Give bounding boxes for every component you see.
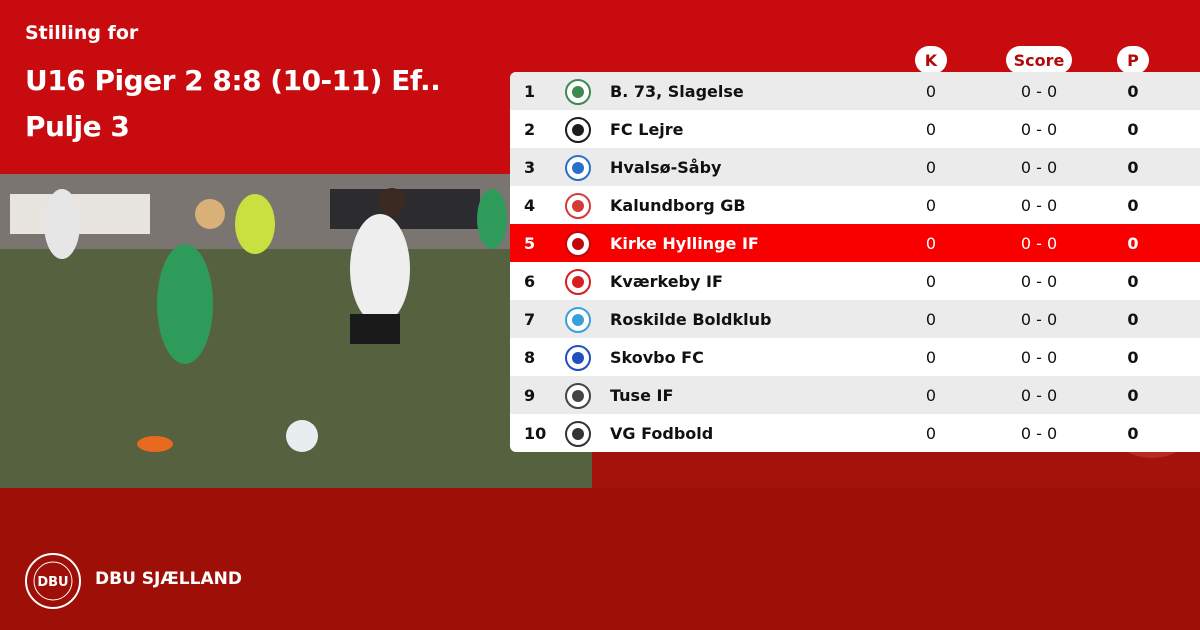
table-row[interactable]: 6 Kværkeby IF 0 0 - 0 0 — [510, 262, 1200, 300]
brand-name: DBU SJÆLLAND — [95, 569, 242, 589]
column-header-p: P — [1117, 46, 1149, 74]
score: 0 - 0 — [1020, 195, 1058, 215]
team-crest-icon — [565, 79, 591, 105]
rank: 1 — [524, 81, 536, 101]
score: 0 - 0 — [1020, 233, 1058, 253]
table-row[interactable]: 2 FC Lejre 0 0 - 0 0 — [510, 110, 1200, 148]
table-row[interactable]: 10 VG Fodbold 0 0 - 0 0 — [510, 414, 1200, 452]
points: 0 — [1127, 195, 1139, 215]
team-crest-icon — [565, 345, 591, 371]
column-header-score: Score — [1006, 46, 1072, 74]
match-photo — [0, 174, 592, 488]
rank: 6 — [524, 271, 536, 291]
team-name[interactable]: VG Fodbold — [610, 423, 714, 443]
score: 0 - 0 — [1020, 119, 1058, 139]
footer — [0, 488, 1200, 630]
matches-played: 0 — [925, 195, 937, 215]
team-name[interactable]: Kirke Hyllinge IF — [610, 233, 759, 253]
matches-played: 0 — [925, 119, 937, 139]
team-name[interactable]: B. 73, Slagelse — [610, 81, 744, 101]
team-crest-icon — [565, 231, 591, 257]
matches-played: 0 — [925, 81, 937, 101]
rank: 7 — [524, 309, 536, 329]
score: 0 - 0 — [1020, 157, 1058, 177]
matches-played: 0 — [925, 385, 937, 405]
team-crest-icon — [565, 117, 591, 143]
team-name[interactable]: Roskilde Boldklub — [610, 309, 772, 329]
team-crest-icon — [565, 421, 591, 447]
rank: 8 — [524, 347, 536, 367]
table-row[interactable]: 1 B. 73, Slagelse 0 0 - 0 0 — [510, 72, 1200, 110]
points: 0 — [1127, 385, 1139, 405]
score: 0 - 0 — [1020, 271, 1058, 291]
rank: 2 — [524, 119, 536, 139]
table-row[interactable]: 3 Hvalsø-Såby 0 0 - 0 0 — [510, 148, 1200, 186]
team-crest-icon — [565, 155, 591, 181]
table-row[interactable]: 8 Skovbo FC 0 0 - 0 0 — [510, 338, 1200, 376]
points: 0 — [1127, 157, 1139, 177]
matches-played: 0 — [925, 309, 937, 329]
rank: 10 — [524, 423, 547, 443]
points: 0 — [1127, 347, 1139, 367]
team-name[interactable]: Skovbo FC — [610, 347, 704, 367]
score: 0 - 0 — [1020, 423, 1058, 443]
points: 0 — [1127, 309, 1139, 329]
rank: 4 — [524, 195, 536, 215]
matches-played: 0 — [925, 157, 937, 177]
team-name[interactable]: Tuse IF — [610, 385, 674, 405]
team-name[interactable]: Kalundborg GB — [610, 195, 746, 215]
table-row[interactable]: 5 Kirke Hyllinge IF 0 0 - 0 0 — [510, 224, 1200, 262]
matches-played: 0 — [925, 347, 937, 367]
team-name[interactable]: Hvalsø-Såby — [610, 157, 722, 177]
matches-played: 0 — [925, 423, 937, 443]
score: 0 - 0 — [1020, 309, 1058, 329]
rank: 9 — [524, 385, 536, 405]
table-row[interactable]: 4 Kalundborg GB 0 0 - 0 0 — [510, 186, 1200, 224]
team-crest-icon — [565, 383, 591, 409]
points: 0 — [1127, 119, 1139, 139]
team-crest-icon — [565, 307, 591, 333]
table-row[interactable]: 9 Tuse IF 0 0 - 0 0 — [510, 376, 1200, 414]
rank: 3 — [524, 157, 536, 177]
page-title: U16 Piger 2 8:8 (10-11) Ef.. Pulje 3 — [25, 58, 441, 150]
score: 0 - 0 — [1020, 347, 1058, 367]
team-crest-icon — [565, 193, 591, 219]
rank: 5 — [524, 233, 536, 253]
points: 0 — [1127, 81, 1139, 101]
column-header-k: K — [915, 46, 947, 74]
svg-text:DBU: DBU — [37, 575, 68, 590]
score: 0 - 0 — [1020, 385, 1058, 405]
points: 0 — [1127, 423, 1139, 443]
team-name[interactable]: FC Lejre — [610, 119, 684, 139]
score: 0 - 0 — [1020, 81, 1058, 101]
points: 0 — [1127, 271, 1139, 291]
subtitle: Stilling for — [25, 22, 139, 44]
team-name[interactable]: Kværkeby IF — [610, 271, 723, 291]
matches-played: 0 — [925, 233, 937, 253]
dbu-logo: DBU — [24, 552, 82, 614]
team-crest-icon — [565, 269, 591, 295]
title-line-2: Pulje 3 — [25, 110, 130, 143]
matches-played: 0 — [925, 271, 937, 291]
title-line-1: U16 Piger 2 8:8 (10-11) Ef.. — [25, 64, 441, 97]
table-row[interactable]: 7 Roskilde Boldklub 0 0 - 0 0 — [510, 300, 1200, 338]
points: 0 — [1127, 233, 1139, 253]
